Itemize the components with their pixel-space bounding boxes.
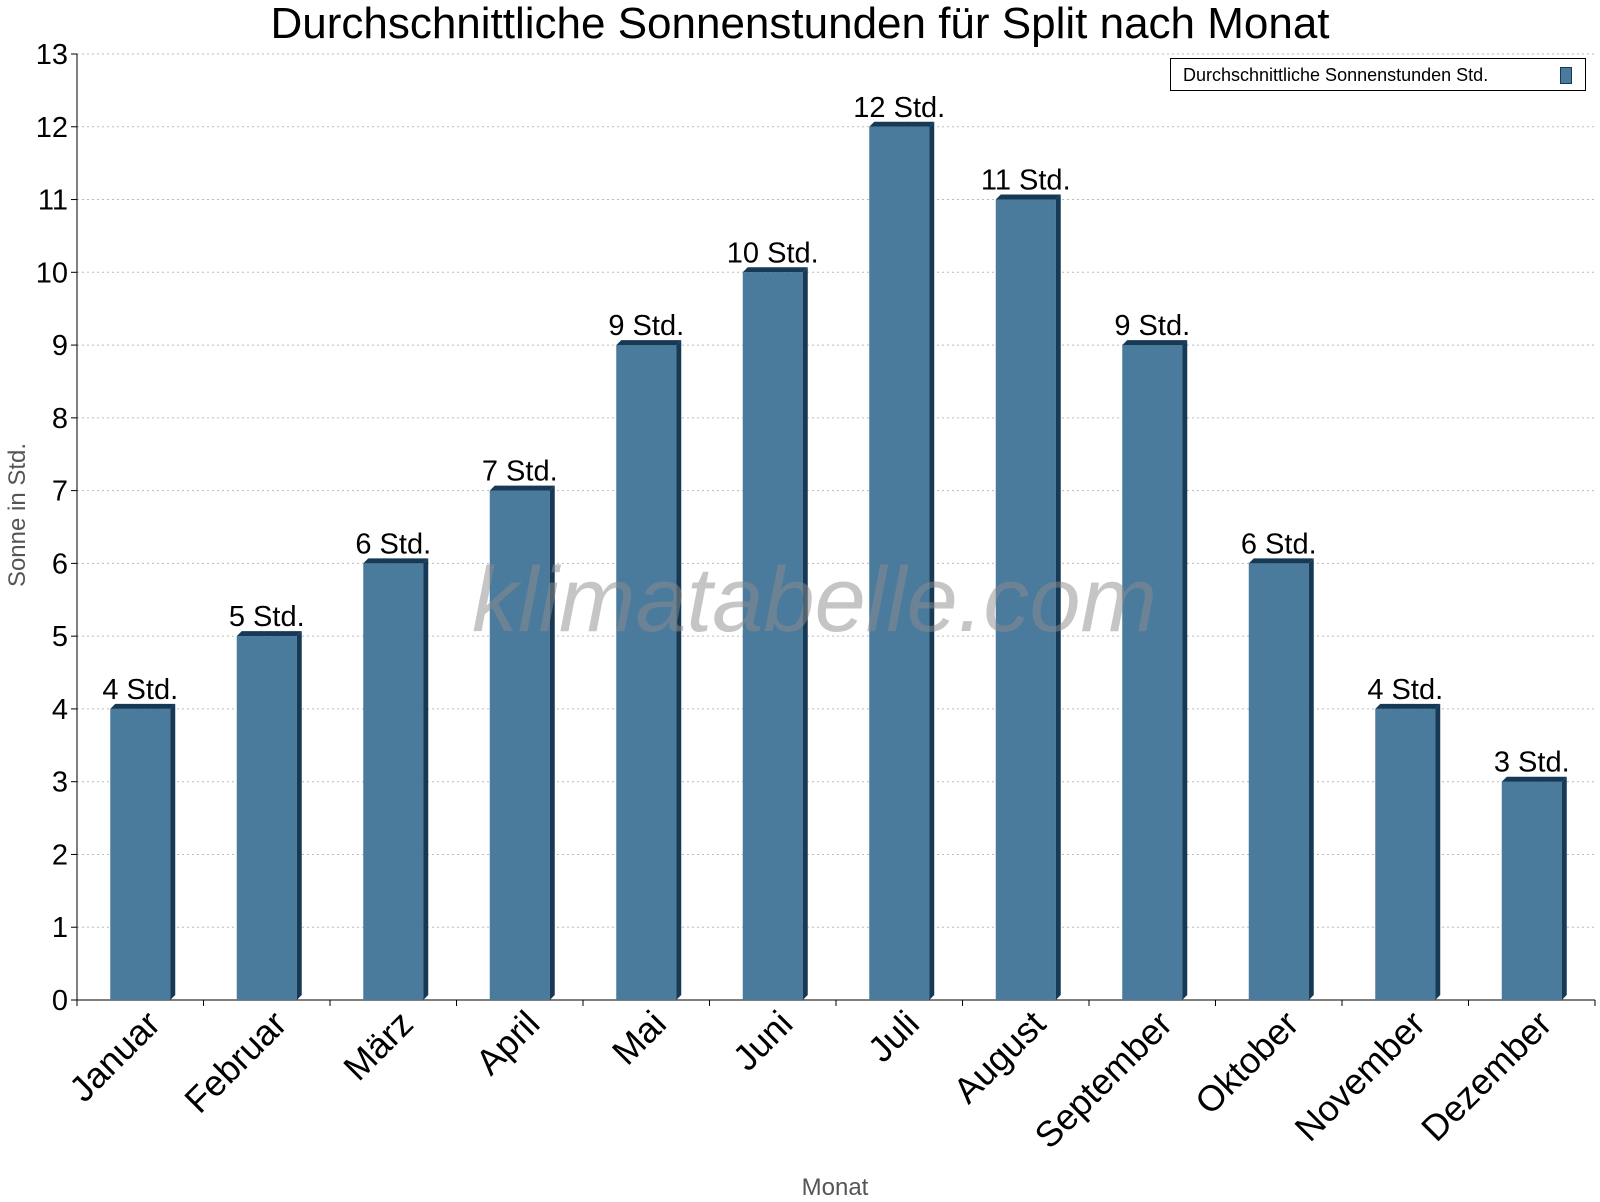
- bar-april: [489, 485, 555, 1001]
- x-tick-label: März: [335, 1003, 421, 1089]
- x-tick-label: Januar: [61, 1003, 168, 1110]
- y-tick-label: 7: [52, 476, 68, 508]
- y-tick-label: 0: [52, 985, 68, 1017]
- bar-top: [869, 121, 935, 127]
- bar-top: [1501, 776, 1567, 782]
- legend-label: Durchschnittliche Sonnenstunden Std.: [1183, 65, 1489, 85]
- bar-face: [489, 490, 550, 1000]
- bar-side: [1435, 703, 1441, 1000]
- bar-side: [549, 485, 555, 1001]
- data-label: 6 Std.: [1241, 528, 1317, 560]
- y-axis-label: Sonne in Std.: [4, 442, 31, 588]
- x-tick-label: September: [1026, 1003, 1180, 1157]
- bar-side: [1308, 558, 1314, 1000]
- y-tick-label: 8: [52, 403, 68, 435]
- y-tick-label: 12: [36, 112, 68, 144]
- data-label: 10 Std.: [727, 237, 819, 269]
- bar-side: [676, 340, 682, 1001]
- y-tick-label: 5: [52, 621, 68, 653]
- x-tick-label: Juli: [860, 1003, 927, 1070]
- bar-top: [616, 340, 682, 346]
- y-tick-label: 6: [52, 548, 68, 580]
- bar-november: [1375, 703, 1441, 1000]
- bar-side: [1561, 776, 1567, 1000]
- data-label: 12 Std.: [853, 92, 945, 124]
- bar-februar: [236, 631, 302, 1000]
- data-label: 4 Std.: [1367, 674, 1443, 706]
- bar-face: [1375, 708, 1436, 1000]
- bar-top: [236, 631, 302, 637]
- bar-side: [423, 558, 429, 1000]
- legend-swatch: [1560, 67, 1572, 84]
- x-tick-label: Dezember: [1413, 1003, 1559, 1149]
- bar-dezember: [1501, 776, 1567, 1000]
- bars: [110, 121, 1567, 1001]
- y-tick-label: 11: [38, 185, 68, 217]
- bar-august: [995, 194, 1061, 1001]
- bar-face: [1122, 345, 1183, 1001]
- bar-top: [1122, 340, 1188, 346]
- y-tick-label: 13: [36, 39, 68, 71]
- data-label: 9 Std.: [608, 310, 684, 342]
- legend: Durchschnittliche Sonnenstunden Std.: [1170, 58, 1586, 91]
- data-label: 5 Std.: [229, 601, 305, 633]
- data-label: 4 Std.: [102, 674, 178, 706]
- bar-oktober: [1248, 558, 1314, 1000]
- watermark: klimatabelle.com: [472, 549, 1158, 651]
- bar-september: [1122, 340, 1188, 1001]
- bar-face: [1501, 781, 1562, 1000]
- bar-top: [110, 703, 176, 709]
- y-tick-label: 10: [36, 257, 68, 289]
- bar-top: [489, 485, 555, 491]
- bar-mai: [616, 340, 682, 1001]
- y-tick-label: 1: [52, 912, 68, 944]
- data-label: 6 Std.: [355, 528, 431, 560]
- x-tick-label: Mai: [604, 1003, 674, 1073]
- x-tick-label: Oktober: [1187, 1003, 1307, 1123]
- bar-märz: [363, 558, 429, 1000]
- x-tick-label: April: [467, 1003, 547, 1083]
- bar-side: [1055, 194, 1061, 1001]
- y-tick-label: 2: [52, 839, 68, 871]
- bar-top: [1375, 703, 1441, 709]
- bar-side: [929, 121, 935, 1001]
- data-label: 11 Std.: [981, 165, 1071, 197]
- chart-title: Durchschnittliche Sonnenstunden für Spli…: [270, 0, 1330, 48]
- bar-top: [995, 194, 1061, 200]
- bar-face: [110, 708, 171, 1000]
- bar-side: [1182, 340, 1188, 1001]
- bar-side: [296, 631, 302, 1000]
- x-axis-label: Monat: [801, 1174, 869, 1201]
- bar-face: [236, 636, 297, 1000]
- bar-top: [1248, 558, 1314, 564]
- bar-face: [742, 272, 803, 1000]
- bar-face: [869, 126, 930, 1001]
- bar-face: [363, 563, 424, 1000]
- bar-side: [802, 267, 808, 1000]
- bar-face: [616, 345, 677, 1001]
- bar-side: [170, 703, 176, 1000]
- x-tick-label: November: [1286, 1003, 1432, 1149]
- x-tick-label: Juni: [725, 1003, 801, 1079]
- x-tick-label: Februar: [176, 1003, 294, 1121]
- y-tick-label: 9: [52, 330, 68, 362]
- y-tick-label: 4: [52, 694, 68, 726]
- bar-juni: [742, 267, 808, 1000]
- data-label: 3 Std.: [1494, 747, 1570, 779]
- grid-lines: [77, 53, 1595, 928]
- y-tick-label: 3: [52, 767, 68, 799]
- x-tick-label: August: [945, 1003, 1053, 1111]
- bar-juli: [869, 121, 935, 1001]
- data-label: 7 Std.: [482, 456, 558, 488]
- bar-face: [1248, 563, 1309, 1000]
- data-label: 9 Std.: [1114, 310, 1190, 342]
- bar-top: [363, 558, 429, 564]
- data-labels: 4 Std. 5 Std. 6 Std. 7 Std. 9 Std. 10 Std. 12 …: [102, 92, 1569, 779]
- bar-top: [742, 267, 808, 273]
- bar-face: [995, 199, 1056, 1001]
- bar-januar: [110, 703, 176, 1000]
